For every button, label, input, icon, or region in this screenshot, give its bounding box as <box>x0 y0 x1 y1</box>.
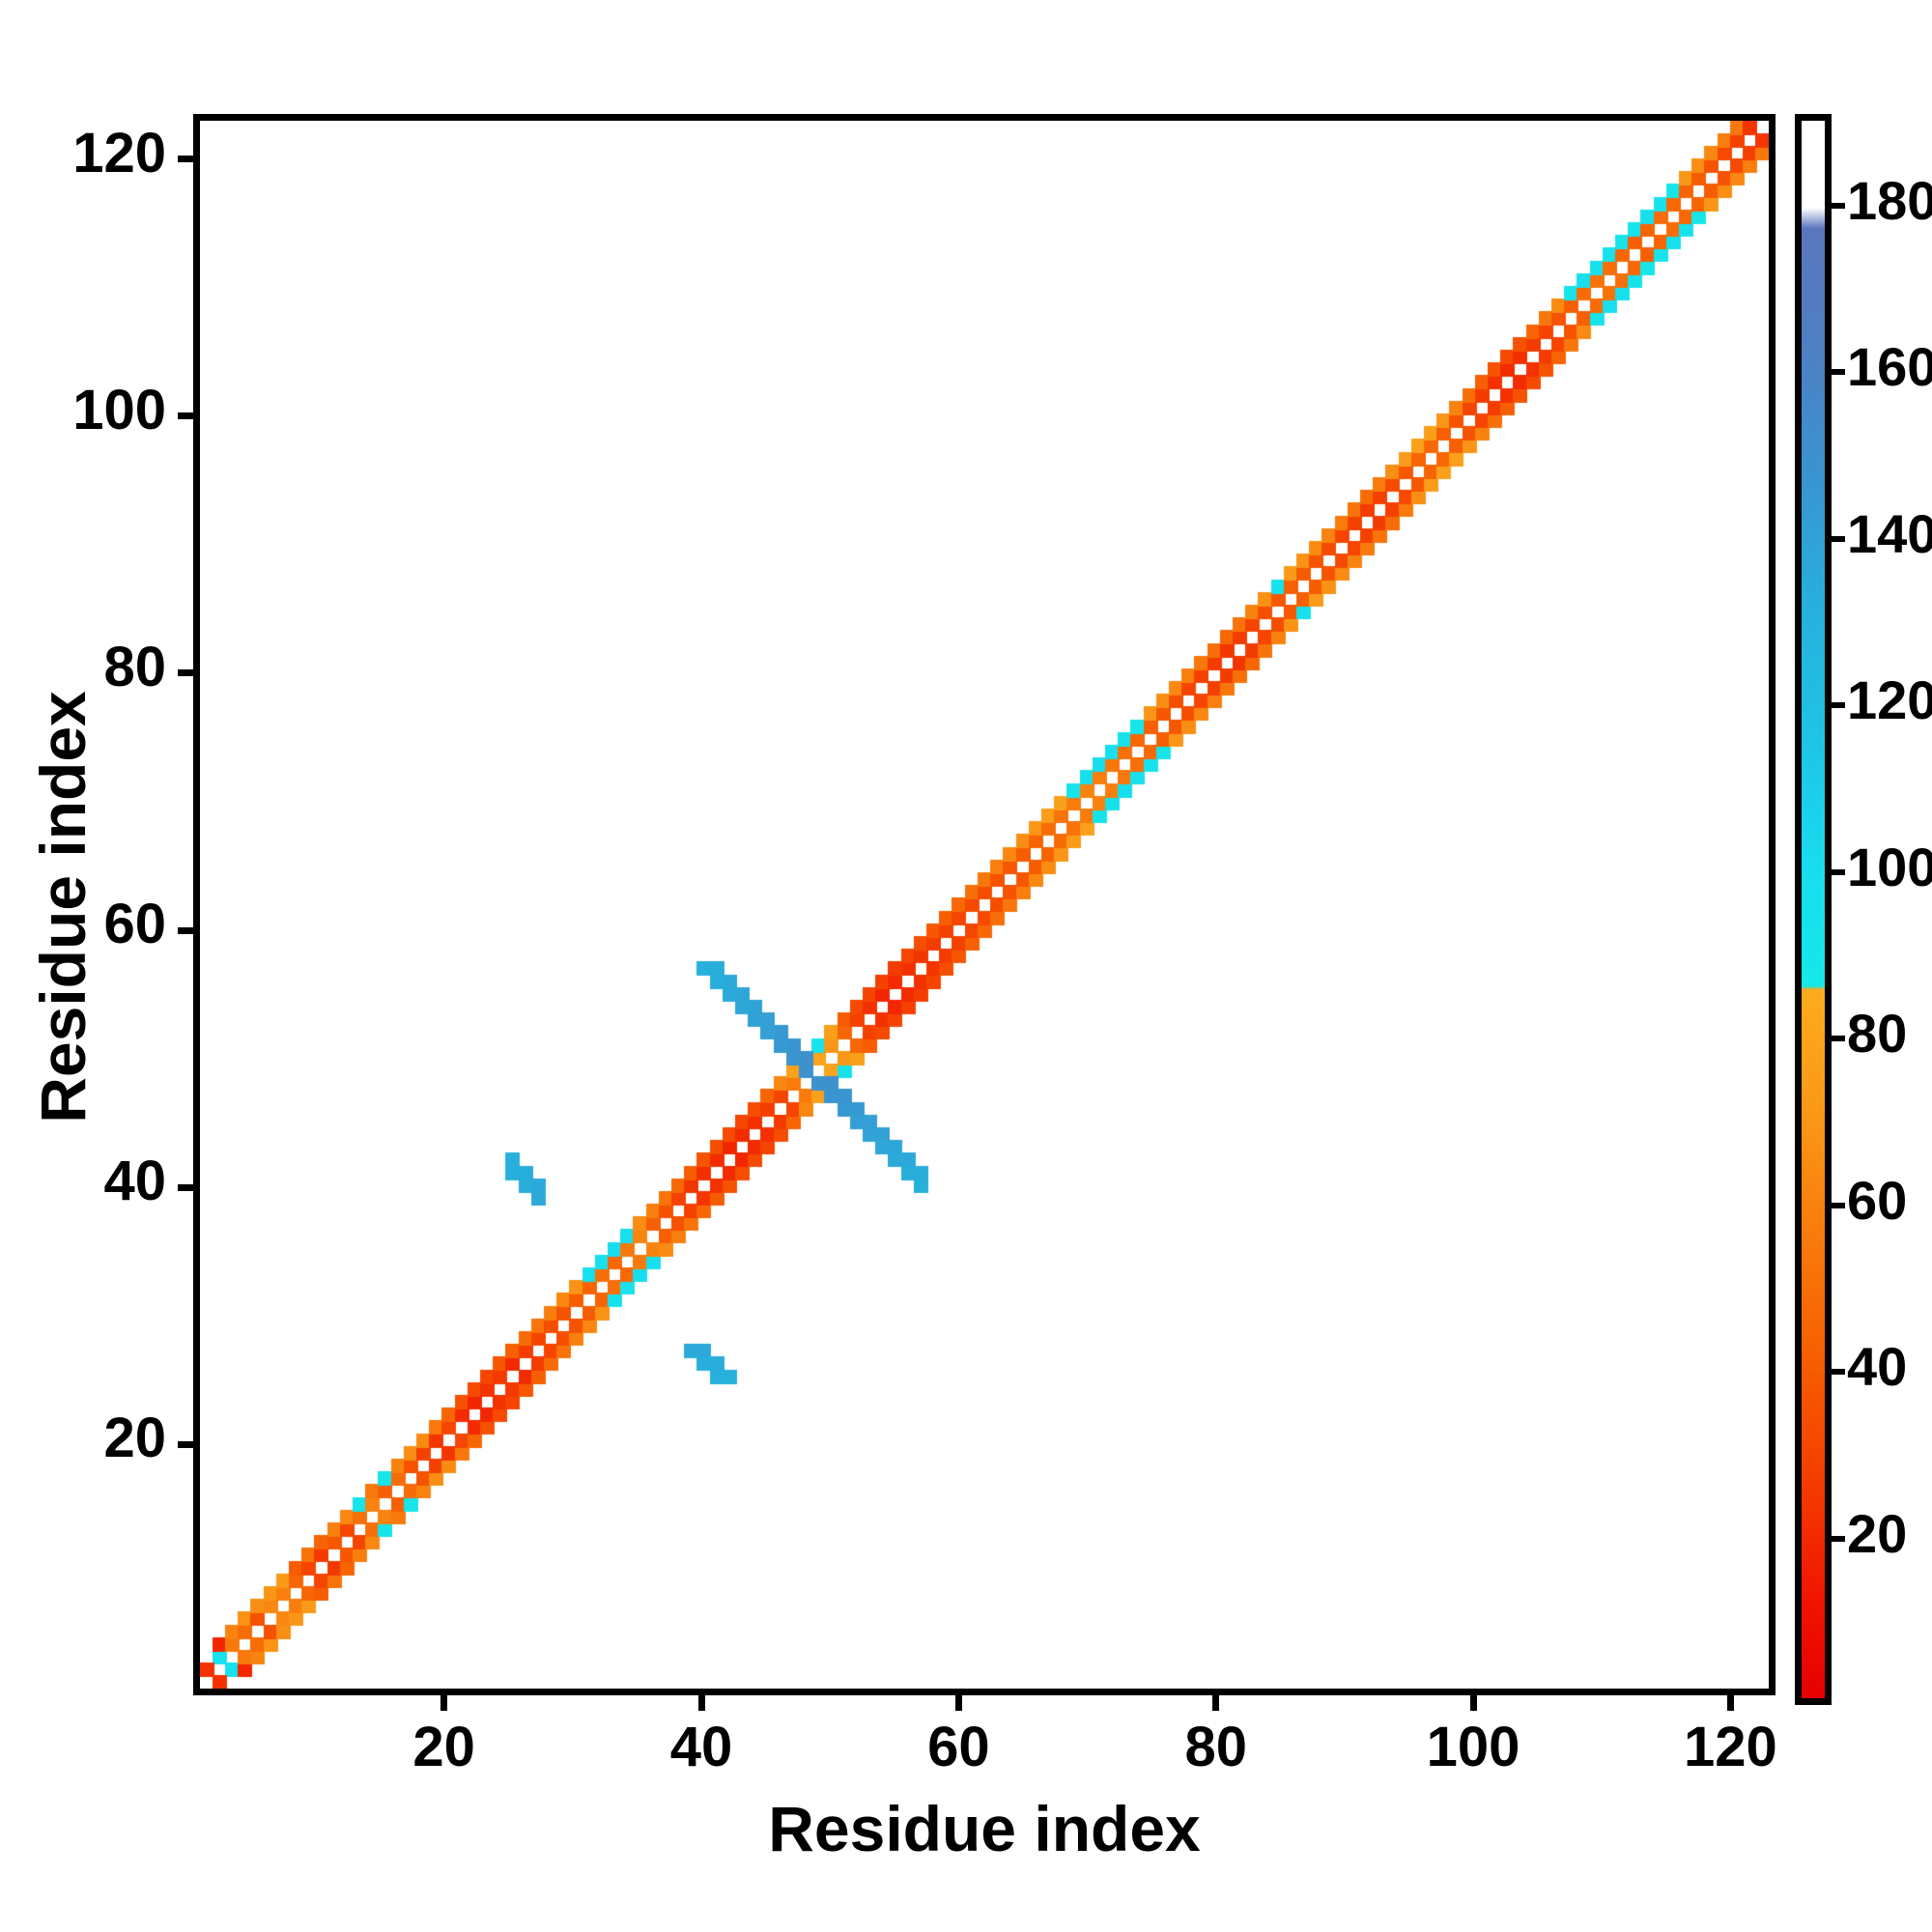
colorbar-tick-mark-160 <box>1832 369 1845 376</box>
y-tick-mark-100 <box>178 412 193 420</box>
colorbar-gradient <box>1802 121 1825 1698</box>
y-tick-label-80: 80 <box>103 635 166 698</box>
y-tick-mark-80 <box>178 669 193 677</box>
colorbar-tick-label-180: 180 <box>1847 169 1932 231</box>
x-tick-mark-40 <box>697 1695 705 1711</box>
x-tick-label-80: 80 <box>1184 1716 1247 1778</box>
x-tick-label-40: 40 <box>669 1716 733 1778</box>
colorbar-tick-label-60: 60 <box>1847 1169 1908 1231</box>
x-tick-label-60: 60 <box>927 1716 990 1778</box>
x-tick-mark-80 <box>1212 1695 1220 1711</box>
y-tick-label-40: 40 <box>103 1150 166 1213</box>
y-tick-label-20: 20 <box>103 1406 166 1470</box>
x-axis-label: Residue index <box>768 1793 1201 1864</box>
colorbar-tick-mark-100 <box>1832 868 1845 875</box>
y-tick-mark-20 <box>178 1440 193 1448</box>
y-tick-mark-120 <box>178 156 193 163</box>
y-tick-mark-40 <box>178 1183 193 1191</box>
colorbar-tick-mark-60 <box>1832 1202 1845 1208</box>
x-tick-mark-120 <box>1726 1695 1734 1711</box>
colorbar-tick-mark-20 <box>1832 1535 1845 1542</box>
y-tick-label-120: 120 <box>72 121 166 185</box>
x-tick-mark-100 <box>1469 1695 1477 1711</box>
colorbar-tick-label-20: 20 <box>1847 1502 1908 1564</box>
colorbar-tick-label-160: 160 <box>1847 336 1932 398</box>
x-tick-mark-20 <box>440 1695 448 1711</box>
colorbar-tick-label-120: 120 <box>1847 669 1932 731</box>
colorbar-tick-mark-140 <box>1832 535 1845 542</box>
x-tick-mark-60 <box>954 1695 962 1711</box>
colorbar-tick-label-40: 40 <box>1847 1336 1908 1398</box>
y-axis-label: Residue index <box>27 691 99 1123</box>
colorbar-tick-mark-120 <box>1832 702 1845 709</box>
colorbar-tick-label-140: 140 <box>1847 502 1932 564</box>
heatmap-plot-area <box>193 114 1776 1695</box>
colorbar-tick-mark-80 <box>1832 1036 1845 1042</box>
y-tick-mark-60 <box>178 926 193 934</box>
y-tick-label-60: 60 <box>103 893 166 956</box>
colorbar <box>1795 114 1832 1705</box>
x-tick-label-100: 100 <box>1426 1716 1520 1778</box>
contact-map-heatmap <box>200 121 1769 1689</box>
colorbar-tick-label-80: 80 <box>1847 1003 1908 1065</box>
colorbar-tick-mark-180 <box>1832 202 1845 209</box>
colorbar-tick-label-100: 100 <box>1847 836 1932 897</box>
x-tick-label-20: 20 <box>412 1716 475 1778</box>
x-tick-label-120: 120 <box>1683 1716 1777 1778</box>
colorbar-tick-mark-40 <box>1832 1369 1845 1376</box>
y-tick-label-100: 100 <box>72 378 166 441</box>
